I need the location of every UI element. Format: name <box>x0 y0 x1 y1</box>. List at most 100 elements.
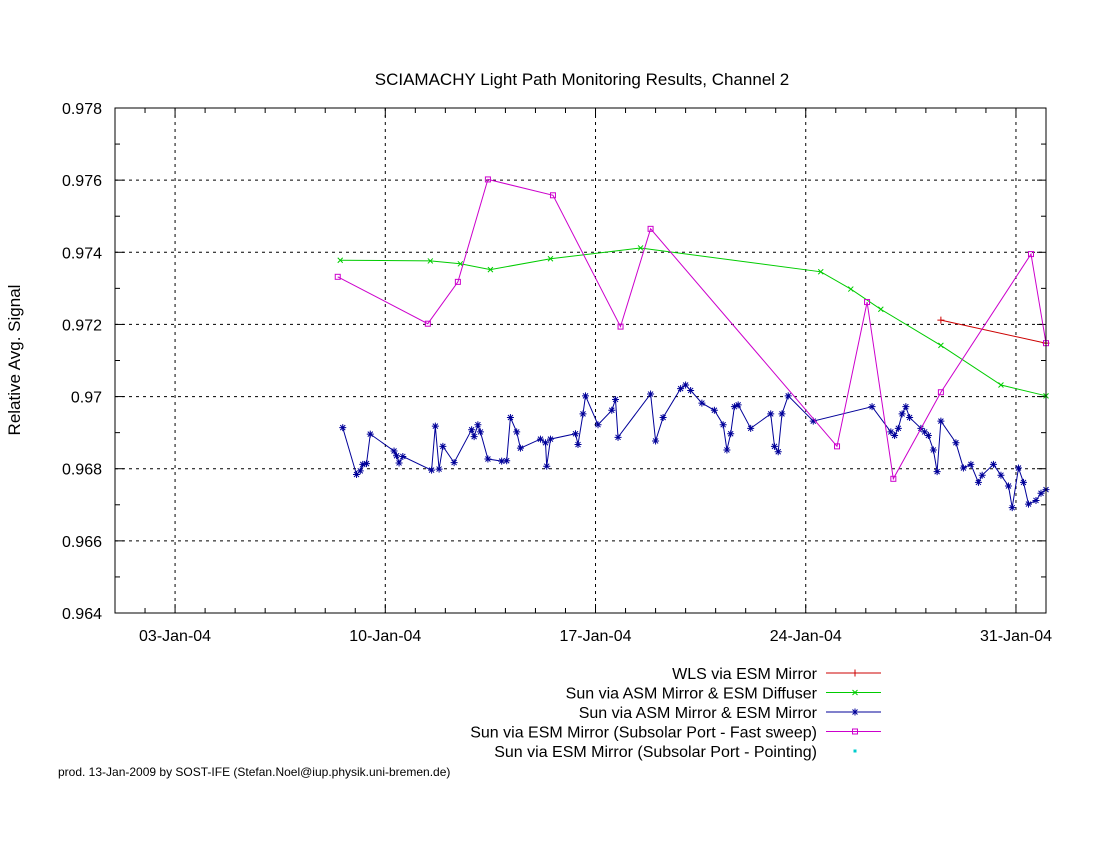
x-tick-label: 24-Jan-04 <box>770 628 842 645</box>
data-point <box>474 421 482 429</box>
series-plus <box>937 316 1050 347</box>
data-point <box>682 381 690 389</box>
data-point <box>719 421 727 429</box>
data-point <box>484 176 491 183</box>
x-tick-label: 31-Jan-04 <box>980 628 1052 645</box>
data-point <box>427 258 434 264</box>
footer-note: prod. 13-Jan-2009 by SOST-IFE (Stefan.No… <box>58 765 450 779</box>
data-point <box>998 382 1004 388</box>
data-point <box>933 468 941 476</box>
data-point <box>864 299 871 306</box>
data-point <box>890 475 897 482</box>
data-point <box>353 470 361 478</box>
data-point <box>614 433 622 441</box>
legend-marker <box>851 669 859 677</box>
y-tick-label: 0.964 <box>62 606 102 623</box>
series-line <box>337 178 1047 481</box>
data-point <box>543 462 551 470</box>
data-point <box>454 278 461 285</box>
data-point <box>906 413 914 421</box>
data-point <box>339 424 347 432</box>
series-cross <box>337 245 1049 399</box>
data-point <box>1004 482 1012 490</box>
data-point <box>395 459 403 467</box>
data-point <box>1014 464 1022 472</box>
data-point <box>647 390 655 398</box>
data-point <box>698 399 706 407</box>
data-point <box>536 435 544 443</box>
data-point <box>687 386 695 394</box>
data-point <box>929 446 937 454</box>
data-point <box>571 430 579 438</box>
data-point <box>431 422 439 430</box>
data-point <box>484 455 492 463</box>
data-point <box>506 413 514 421</box>
data-point <box>439 442 447 450</box>
y-tick-label: 0.966 <box>62 534 102 551</box>
legend-entry-label: WLS via ESM Mirror <box>672 666 818 683</box>
data-point <box>659 413 667 421</box>
data-point <box>877 306 884 313</box>
data-point <box>834 443 841 450</box>
legend: WLS via ESM Mirror Sun via ASM Mirror & E… <box>470 666 881 761</box>
legend-entry-label: Sun via ESM Mirror (Subsolar Port - Poin… <box>494 744 817 761</box>
data-point <box>978 471 986 479</box>
data-point <box>747 424 755 432</box>
data-point <box>894 424 902 432</box>
data-point <box>612 395 620 403</box>
data-point <box>902 403 910 411</box>
data-point <box>457 260 464 267</box>
x-tick-label: 03-Jan-04 <box>139 628 211 645</box>
data-point <box>435 465 443 473</box>
data-point <box>637 245 644 251</box>
data-point <box>356 467 364 475</box>
data-point <box>974 478 982 486</box>
data-point <box>513 428 521 436</box>
legend-marker <box>853 749 857 753</box>
data-point <box>1037 489 1045 497</box>
series-square <box>334 176 1049 482</box>
data-point <box>938 342 944 349</box>
y-tick-label: 0.972 <box>62 317 102 334</box>
data-point <box>710 406 718 414</box>
data-point <box>546 435 554 443</box>
data-point <box>677 385 685 393</box>
series-line <box>940 319 1047 344</box>
data-point <box>652 437 660 445</box>
data-point <box>363 460 371 468</box>
legend-entry-label: Sun via ASM Mirror & ESM Mirror <box>579 705 818 722</box>
data-point <box>579 410 587 418</box>
data-point <box>476 428 484 436</box>
data-point <box>959 464 967 472</box>
data-point <box>516 444 524 452</box>
data-point <box>989 460 997 468</box>
data-point <box>898 410 906 418</box>
legend-entry-label: Sun via ESM Mirror (Subsolar Port - Fast… <box>470 725 817 742</box>
data-point <box>997 471 1005 479</box>
data-point <box>767 410 775 418</box>
data-point <box>582 392 590 400</box>
data-point <box>487 266 494 273</box>
plot-frame <box>114 107 1047 614</box>
data-point <box>770 442 778 450</box>
series-line <box>342 384 1047 508</box>
data-point <box>727 430 735 438</box>
data-point <box>393 452 401 460</box>
data-point <box>1032 496 1040 504</box>
data-point <box>734 401 742 409</box>
data-point <box>1027 251 1034 258</box>
y-tick-label: 0.97 <box>71 390 102 407</box>
data-point <box>887 428 895 436</box>
x-tick-label: 10-Jan-04 <box>349 628 421 645</box>
data-point <box>541 439 549 447</box>
data-point <box>937 316 945 324</box>
data-point <box>334 273 341 280</box>
data-point <box>337 257 344 264</box>
data-point <box>817 268 824 275</box>
data-point <box>952 439 960 447</box>
data-point <box>547 255 554 262</box>
data-point <box>778 410 786 418</box>
data-point <box>924 432 932 440</box>
data-point <box>921 428 929 436</box>
